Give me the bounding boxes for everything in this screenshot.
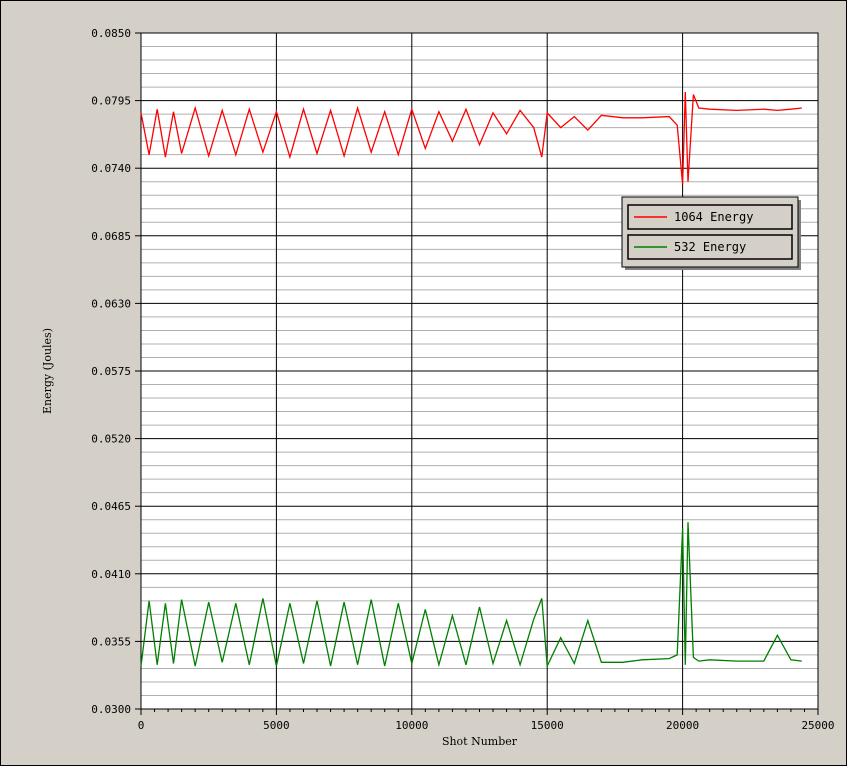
y-axis-title: Energy (Joules) (41, 328, 54, 414)
legend-label: 532 Energy (674, 240, 746, 254)
x-tick-label: 15000 (531, 719, 564, 732)
y-axis: 0.0300 0.0355 0.0410 0.0465 0.0520 0.0575 0.06… (91, 27, 141, 716)
y-tick-label: 0.0410 (91, 568, 131, 581)
x-tick-label: 20000 (666, 719, 699, 732)
y-tick-label: 0.0355 (91, 635, 131, 648)
legend-label: 1064 Energy (674, 210, 753, 224)
y-tick-label: 0.0575 (91, 365, 131, 378)
y-tick-label: 0.0795 (91, 95, 131, 108)
x-tick-label: 25000 (801, 719, 834, 732)
y-tick-label: 0.0465 (91, 500, 131, 513)
minor-grid (141, 46, 818, 696)
series-line-1064 (140, 91, 802, 185)
y-tick-label: 0.0520 (91, 433, 131, 446)
y-tick-label: 0.0300 (91, 703, 131, 716)
x-tick-label: 0 (138, 719, 145, 732)
legend: 1064 Energy 532 Energy (621, 196, 801, 270)
series-layer (140, 91, 802, 669)
x-tick-label: 10000 (395, 719, 428, 732)
y-tick-label: 0.0850 (91, 27, 131, 40)
series-line-532 (140, 522, 802, 669)
y-tick-label: 0.0740 (91, 162, 131, 175)
y-tick-label: 0.0630 (91, 297, 131, 310)
x-axis-title: Shot Number (442, 735, 518, 748)
y-tick-label: 0.0685 (91, 230, 131, 243)
x-axis: 0 5000 10000 15000 20000 25000 (138, 709, 835, 732)
x-tick-label: 5000 (263, 719, 290, 732)
